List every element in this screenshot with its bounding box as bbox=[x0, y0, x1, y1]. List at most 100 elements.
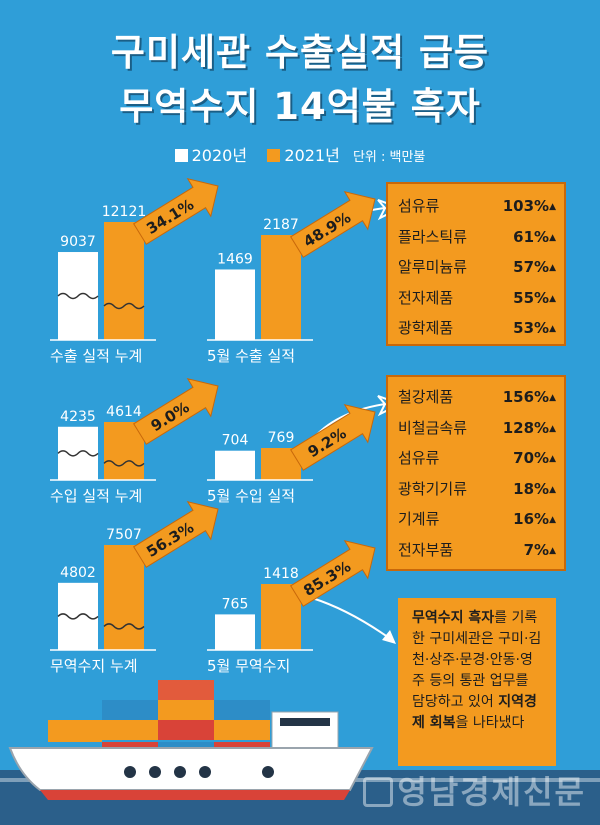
rank-item-pct-value: 103% bbox=[502, 197, 550, 215]
ship-illustration bbox=[0, 680, 600, 825]
note-bold-1: 무역수지 흑자 bbox=[412, 610, 495, 626]
rank-item-name: 광학제품 bbox=[398, 319, 454, 337]
note-text-1: 를 기록한 구미세관은 구미·김천·상주·문경·안동·영주 등의 통관 업무를 … bbox=[412, 610, 542, 710]
up-arrow-icon: ▲ bbox=[549, 202, 556, 212]
legend-unit: 단위 : 백만불 bbox=[352, 150, 426, 165]
axis-break-mark bbox=[57, 613, 99, 620]
rank-row: 섬유류 70%▲ bbox=[398, 443, 556, 474]
watermark: 영남경제신문 bbox=[363, 767, 586, 813]
up-arrow-icon: ▲ bbox=[549, 484, 556, 495]
rank-item-name: 전자부품 bbox=[398, 540, 454, 559]
rank-row: 플라스틱류 61%▲ bbox=[398, 222, 556, 253]
chart-label: 5월 수입 실적 bbox=[207, 487, 295, 505]
rank-item-pct: 53%▲ bbox=[513, 313, 556, 344]
rank-item-pct: 103%▲ bbox=[503, 191, 556, 222]
bar-2020 bbox=[215, 269, 255, 340]
bar-2021 bbox=[261, 235, 301, 340]
legend-label-2021: 2021년 bbox=[284, 146, 340, 165]
growth-arrow-icon bbox=[290, 404, 376, 471]
bar-2021 bbox=[104, 422, 144, 480]
rank-item-name: 기계류 bbox=[398, 510, 440, 528]
rank-item-pct: 70%▲ bbox=[513, 443, 556, 474]
up-arrow-icon: ▲ bbox=[549, 324, 556, 334]
bar-value-2021: 2187 bbox=[263, 217, 299, 233]
up-arrow-icon: ▲ bbox=[549, 263, 556, 273]
rank-row: 알루미늄류 57%▲ bbox=[398, 252, 556, 283]
rank-item-pct: 61%▲ bbox=[513, 222, 556, 253]
bar-2021 bbox=[261, 584, 301, 650]
rank-item-name: 광학기기류 bbox=[398, 479, 468, 498]
connector-note bbox=[311, 597, 393, 641]
bar-value-2021: 1418 bbox=[263, 566, 299, 582]
axis-break-mark bbox=[57, 450, 99, 457]
rank-row: 기계류 16%▲ bbox=[398, 504, 556, 535]
bar-value-2020: 704 bbox=[222, 433, 249, 449]
rank-item-pct-value: 55% bbox=[513, 288, 550, 307]
bar-value-2021: 769 bbox=[268, 430, 295, 446]
rank-item-pct-value: 61% bbox=[513, 227, 550, 246]
growth-arrow-icon bbox=[133, 378, 219, 445]
rank-item-pct: 18%▲ bbox=[513, 474, 556, 505]
chart-label: 수출 실적 누계 bbox=[50, 347, 142, 365]
note-bold-2: 지역경제 회복 bbox=[412, 694, 537, 731]
up-arrow-icon: ▲ bbox=[549, 515, 556, 525]
note-text-2: 을 나타냈다 bbox=[455, 715, 525, 731]
up-arrow-icon: ▲ bbox=[549, 293, 556, 304]
legend-swatch-2021 bbox=[267, 149, 281, 162]
export-items-box bbox=[386, 182, 566, 346]
newspaper-logo-icon bbox=[363, 777, 394, 807]
watermark-text: 영남경제신문 bbox=[397, 773, 586, 811]
rank-item-pct-value: 128% bbox=[502, 418, 550, 437]
bar-2020 bbox=[215, 614, 255, 650]
rank-row: 광학제품 53%▲ bbox=[398, 313, 556, 344]
rank-item-pct-value: 156% bbox=[502, 388, 550, 406]
rank-item-pct: 156%▲ bbox=[503, 382, 556, 413]
legend: 2020년 2021년 단위 : 백만불 bbox=[0, 142, 600, 166]
up-arrow-icon: ▲ bbox=[549, 454, 556, 464]
import-items-list: 철강제품 156%▲ 비철금속류 128%▲ 섬유류 70%▲ 광학기기류 18%▲ 기계류 16… bbox=[398, 382, 556, 565]
axis-break-mark bbox=[103, 460, 145, 467]
rank-item-name: 전자제품 bbox=[398, 288, 454, 307]
chart-label: 5월 무역수지 bbox=[207, 657, 290, 675]
export-items-list: 섬유류 103%▲ 플라스틱류 61%▲ 알루미늄류 57%▲ 전자제품 55%▲ 광학제품 53… bbox=[398, 191, 556, 344]
bar-value-2021: 12121 bbox=[102, 204, 147, 220]
rank-row: 비철금속류 128%▲ bbox=[398, 413, 556, 444]
rank-row: 전자부품 7%▲ bbox=[398, 535, 556, 566]
bar-value-2020: 4802 bbox=[60, 565, 96, 581]
rank-item-pct: 16%▲ bbox=[513, 504, 556, 535]
rank-item-pct-value: 70% bbox=[513, 449, 550, 467]
bar-2021 bbox=[104, 545, 144, 650]
bar-2021 bbox=[104, 222, 144, 340]
bar-value-2021: 7507 bbox=[106, 527, 142, 543]
rank-item-pct: 57%▲ bbox=[513, 252, 556, 283]
rank-item-name: 알루미늄류 bbox=[398, 258, 468, 276]
rank-item-name: 섬유류 bbox=[398, 197, 440, 215]
chart-label: 5월 수출 실적 bbox=[207, 347, 295, 365]
main-title-line2: 무역수지 14억불 흑자 bbox=[119, 85, 481, 128]
growth-arrow-icon bbox=[290, 191, 376, 258]
axis-break-mark bbox=[103, 623, 145, 630]
connector-note-head bbox=[382, 630, 396, 644]
up-arrow-icon: ▲ bbox=[549, 393, 556, 403]
up-arrow-icon: ▲ bbox=[549, 545, 556, 556]
bar-value-2020: 4235 bbox=[60, 409, 96, 425]
bar-2020 bbox=[215, 450, 255, 480]
rank-row: 전자제품 55%▲ bbox=[398, 283, 556, 314]
rank-item-pct-value: 16% bbox=[513, 510, 550, 528]
summary-note: 무역수지 흑자를 기록한 구미세관은 구미·김천·상주·문경·안동·영주 등의 … bbox=[398, 598, 556, 766]
legend-swatch-2020 bbox=[174, 149, 188, 162]
bar-value-2021: 4614 bbox=[106, 404, 142, 420]
rank-row: 섬유류 103%▲ bbox=[398, 191, 556, 222]
rank-item-pct-value: 57% bbox=[513, 258, 550, 276]
axis-break-mark bbox=[57, 292, 99, 300]
growth-arrow-icon bbox=[290, 540, 376, 607]
legend-label-2020: 2020년 bbox=[191, 146, 248, 165]
rank-item-pct: 7%▲ bbox=[524, 535, 556, 566]
rank-item-pct-value: 7% bbox=[523, 540, 550, 559]
growth-arrow-icon bbox=[133, 501, 219, 568]
rank-item-name: 비철금속류 bbox=[398, 418, 468, 437]
up-arrow-icon: ▲ bbox=[549, 423, 556, 434]
growth-arrow-icon bbox=[133, 178, 219, 245]
